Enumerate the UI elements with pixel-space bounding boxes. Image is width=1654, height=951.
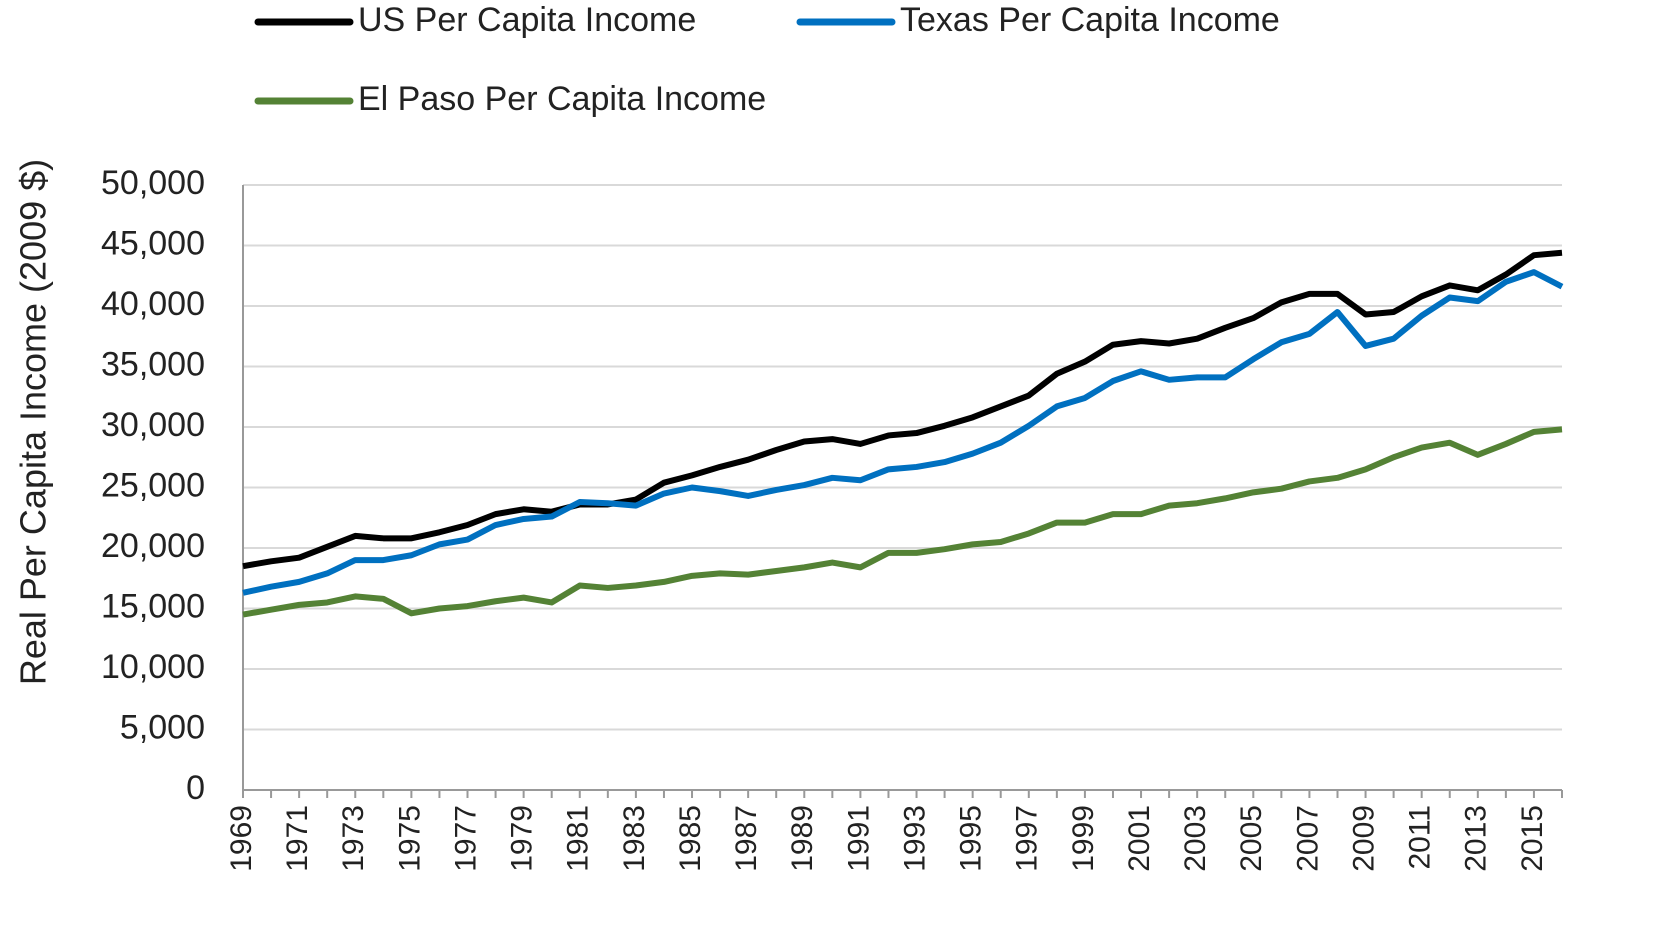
- x-tick-label: 1991: [842, 805, 875, 872]
- y-tick-label: 50,000: [101, 164, 205, 202]
- x-tick-label: 1999: [1067, 805, 1100, 872]
- x-tick-label: 1973: [337, 805, 370, 872]
- x-tick-label: 2011: [1404, 805, 1437, 870]
- x-tick-label: 2001: [1123, 805, 1156, 872]
- y-tick-label: 35,000: [101, 345, 205, 383]
- y-tick-label: 25,000: [101, 466, 205, 504]
- y-tick-label: 15,000: [101, 587, 205, 625]
- legend-label: El Paso Per Capita Income: [358, 80, 766, 118]
- x-tick-label: 1981: [562, 805, 595, 872]
- x-tick-label: 1997: [1011, 805, 1044, 872]
- x-tick-label: 1975: [393, 805, 426, 872]
- x-tick-label: 1995: [955, 805, 988, 872]
- y-tick-label: 30,000: [101, 406, 205, 444]
- y-axis-label: Real Per Capita Income (2009 $): [13, 159, 54, 685]
- x-tick-label: 1985: [674, 805, 707, 872]
- y-tick-label: 0: [186, 769, 205, 807]
- y-tick-label: 10,000: [101, 648, 205, 686]
- x-tick-label: 1989: [786, 805, 819, 872]
- x-tick-label: 1987: [730, 805, 763, 872]
- x-tick-label: 2013: [1460, 805, 1493, 872]
- legend-label: US Per Capita Income: [358, 1, 696, 39]
- y-tick-label: 20,000: [101, 527, 205, 565]
- series-line: [242, 426, 1563, 618]
- series-line: [242, 249, 1563, 570]
- x-tick-label: 2005: [1235, 805, 1268, 872]
- x-tick-label: 1983: [618, 805, 651, 872]
- y-tick-label: 5,000: [120, 708, 205, 746]
- y-tick-label: 40,000: [101, 285, 205, 323]
- x-tick-label: 2015: [1516, 805, 1549, 872]
- x-tick-label: 2009: [1347, 805, 1380, 872]
- x-tick-label: 1969: [225, 805, 258, 872]
- series-line: [242, 269, 1564, 596]
- x-tick-label: 2003: [1179, 805, 1212, 872]
- x-tick-label: 1977: [449, 805, 482, 872]
- y-tick-label: 45,000: [101, 224, 205, 262]
- x-tick-label: 1979: [506, 805, 539, 872]
- x-tick-label: 2007: [1291, 805, 1324, 872]
- x-tick-label: 1971: [281, 805, 314, 872]
- x-tick-label: 1993: [898, 805, 931, 872]
- legend-label: Texas Per Capita Income: [900, 1, 1280, 39]
